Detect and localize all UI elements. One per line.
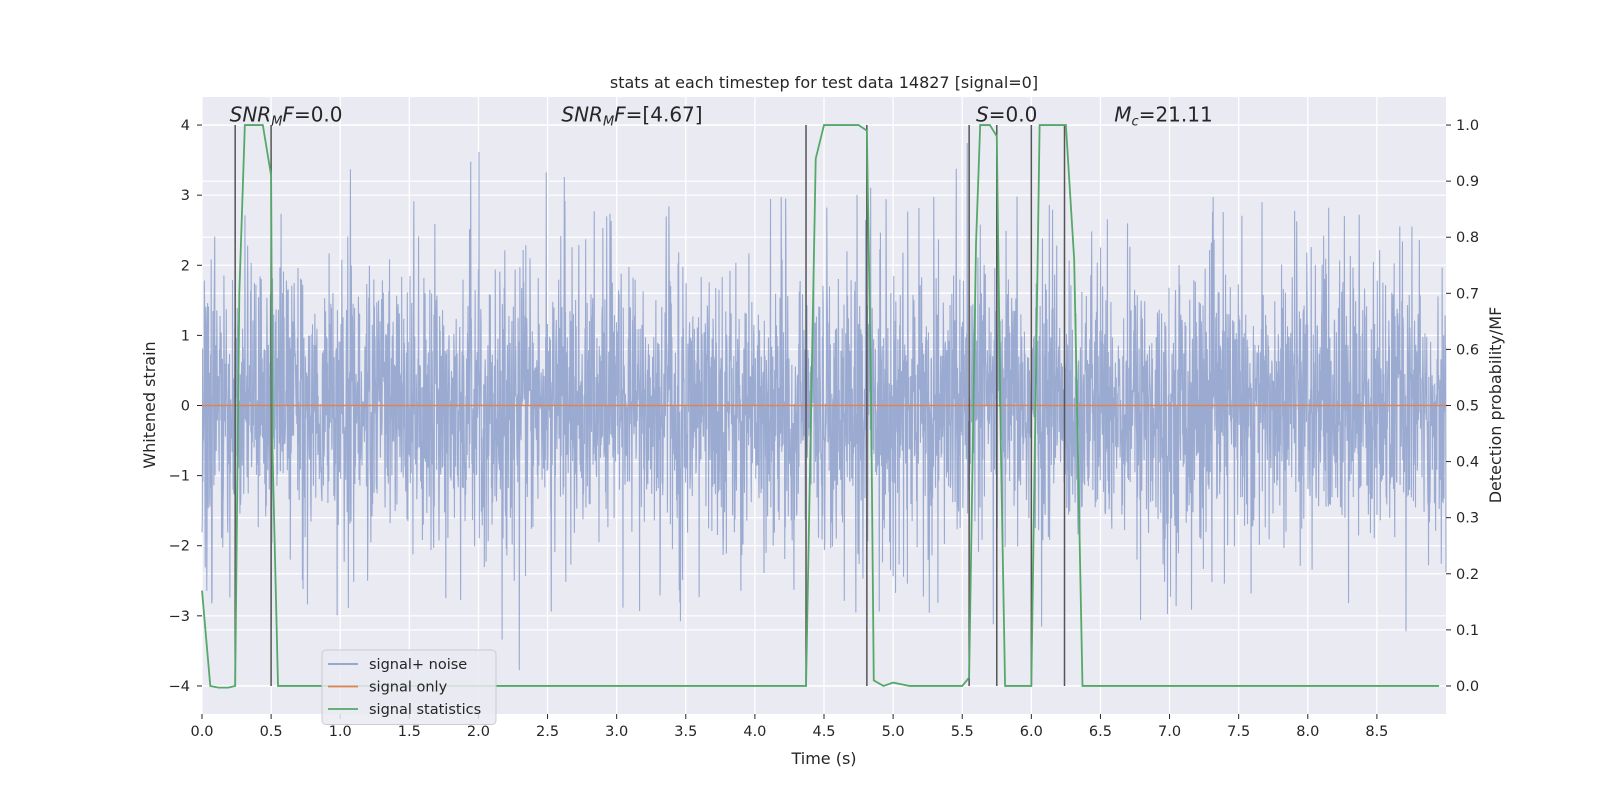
y-right-tick-label: 1.0 [1456,118,1479,134]
x-tick-label: 7.0 [1158,724,1181,740]
y-right-tick-label: 0.9 [1456,174,1479,190]
stat-annotation: Mc=21.11 [1114,103,1212,130]
x-tick-label: 6.5 [1089,724,1112,740]
x-tick-label: 8.0 [1296,724,1319,740]
y-right-tick-label: 0.4 [1456,455,1479,471]
signal-noise-series [201,143,1447,671]
y-left-tick-label: −4 [169,679,190,695]
y-right-tick-label: 0.5 [1456,399,1479,415]
y-right-tick-label: 0.2 [1456,567,1479,583]
y-right-tick-label: 0.1 [1456,623,1479,639]
y-left-tick-label: 2 [181,258,190,274]
stat-annotation: SNRMF=0.0 [230,103,343,130]
legend-label: signal only [369,680,448,696]
y-left-tick-label: −3 [169,609,190,625]
y-right-tick-label: 0.3 [1456,511,1479,527]
y-right-tick-labels: 0.0 0.1 0.2 0.3 0.4 0.5 0.6 0.7 0.8 0.9 1.0 [1446,118,1479,695]
stat-annotation: SNRMF=[4.67] [561,103,702,130]
y-right-tick-label: 0.7 [1456,286,1479,302]
x-tick-label: 3.5 [674,724,697,740]
x-tick-label: 3.0 [605,724,628,740]
x-tick-label: 5.0 [882,724,905,740]
signal-statistics-line [201,124,1440,689]
chart-title: stats at each timestep for test data 148… [610,73,1038,92]
x-tick-labels: 0.0 0.5 1.0 1.5 2.0 2.5 3.0 3.5 4.0 4.5 5.0 5.5 6.0 6… [190,714,1388,740]
x-tick-label: 0.5 [260,724,283,740]
y-right-tick-label: 0.0 [1456,679,1479,695]
x-tick-label: 8.5 [1365,724,1388,740]
y-left-tick-label: 4 [181,118,190,134]
x-tick-label: 5.5 [951,724,974,740]
x-tick-label: 4.0 [743,724,766,740]
x-axis-label: Time (s) [790,749,856,768]
signal-statistics-series [201,124,1440,689]
x-tick-label: 6.0 [1020,724,1043,740]
y-left-tick-label: 1 [181,328,190,344]
y-right-tick-label: 0.6 [1456,342,1479,358]
legend-box [321,649,497,725]
x-tick-label: 0.0 [190,724,213,740]
y-left-tick-label: 3 [181,188,190,204]
y-left-tick-labels: −4 −3 −2 −1 0 1 2 3 4 [169,118,202,695]
x-tick-label: 7.5 [1227,724,1250,740]
legend: signal+ noise signal only signal statistic… [321,649,497,725]
y-left-tick-label: −2 [169,539,190,555]
y-axis-label-right: Detection probability/MF [1486,307,1505,504]
x-tick-label: 4.5 [812,724,835,740]
y-left-tick-label: 0 [181,399,190,415]
vertical-markers [234,125,1066,686]
y-left-tick-label: −1 [169,469,190,485]
y-right-tick-label: 0.8 [1456,230,1479,246]
legend-label: signal statistics [369,702,481,718]
signal-noise-line [201,143,1447,671]
x-tick-label: 2.0 [467,724,490,740]
x-tick-label: 2.5 [536,724,559,740]
legend-label: signal+ noise [369,657,467,673]
stat-annotation: S=0.0 [976,103,1037,127]
annotations: SNRMF=0.0 SNRMF=[4.67] S=0.0 Mc=21.11 [230,103,1213,130]
x-tick-label: 1.5 [398,724,421,740]
x-tick-label: 1.0 [329,724,352,740]
y-axis-label-left: Whitened strain [140,341,159,468]
